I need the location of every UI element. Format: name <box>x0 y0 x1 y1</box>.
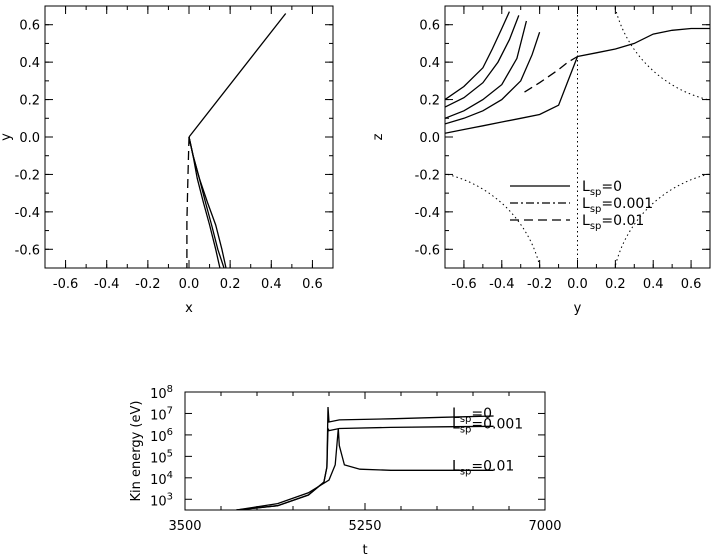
panel-xy-series-5 <box>186 136 190 268</box>
panel-xy-series-2 <box>188 136 225 268</box>
panel-energy-series-3 <box>236 428 494 510</box>
panel-yz-ytick-label: -0.4 <box>415 206 440 221</box>
panel-yz-xlabel: y <box>574 301 582 316</box>
panel-xy-series-4 <box>188 136 227 268</box>
panel-energy-series-label-3: Lsp=0.01 <box>452 458 514 477</box>
panel-xy-ytick-label: -0.2 <box>15 168 40 183</box>
panel-yz-series-7 <box>445 56 579 134</box>
panel-yz-ytick-label: 0.0 <box>419 131 440 146</box>
panel-yz-xtick-label: 0.0 <box>567 277 588 292</box>
panel-yz-xtick-label: -0.6 <box>451 277 476 292</box>
panel-yz-ytick-label: 0.4 <box>419 56 440 71</box>
panel-yz-series-4 <box>445 15 520 108</box>
panel-energy-xtick-label: 7000 <box>528 519 561 534</box>
panel-yz-xtick-label: -0.4 <box>489 277 514 292</box>
panel-energy-series-label-2: Lsp=0.001 <box>452 416 523 435</box>
panel-xy-xtick-label: 0.6 <box>302 277 323 292</box>
panel-energy-ytick-label: 106 <box>150 427 173 445</box>
panel-yz-series-5 <box>445 20 528 119</box>
panel-xy-xtick-label: -0.6 <box>53 277 78 292</box>
panel-yz-xtick-label: 0.6 <box>681 277 702 292</box>
panel-xy-xtick-label: 0.0 <box>179 277 200 292</box>
panel-yz-ylabel: z <box>371 133 386 140</box>
panel-yz-legend-label-1: Lsp=0 <box>582 179 622 198</box>
panel-yz-ytick-label: 0.2 <box>419 94 440 109</box>
panel-yz-series-6 <box>445 31 541 125</box>
panel-energy-xlabel: t <box>362 543 367 557</box>
panel-xy-xlabel: x <box>185 301 193 316</box>
panel-energy-series-label-1: Lsp=0 <box>452 406 492 425</box>
panel-yz-ytick-label: 0.6 <box>419 19 440 34</box>
panel-energy-ytick-label: 105 <box>150 448 173 466</box>
panel-xy-ytick-label: -0.6 <box>15 243 40 258</box>
panel-energy-xtick-label: 3500 <box>168 519 201 534</box>
panel-yz-series-1 <box>577 27 710 58</box>
panel-xy-ytick-label: 0.4 <box>19 56 40 71</box>
panel-yz-series-2 <box>524 55 578 93</box>
panel-xy-ytick-label: 0.2 <box>19 94 40 109</box>
panel-xy-series-1 <box>188 13 287 138</box>
panel-yz-ytick-label: -0.2 <box>415 168 440 183</box>
panel-energy-ylabel: Kin energy (eV) <box>129 401 144 502</box>
panel-yz-legend-label-3: Lsp=0.01 <box>582 213 644 232</box>
panel-yz-xtick-label: 0.4 <box>643 277 664 292</box>
panel-yz-xtick-label: 0.2 <box>605 277 626 292</box>
panel-yz-circle-3 <box>614 6 710 101</box>
panel-energy-xtick-label: 5250 <box>348 519 381 534</box>
panel-yz-ytick-label: -0.6 <box>415 243 440 258</box>
panel-yz-xtick-label: -0.2 <box>527 277 552 292</box>
panel-xy-xtick-label: 0.2 <box>220 277 241 292</box>
panel-xy-ylabel: y <box>0 133 14 141</box>
panel-yz-series-3 <box>445 11 510 101</box>
panel-xy-xtick-label: -0.2 <box>135 277 160 292</box>
panel-xy-xtick-label: 0.4 <box>261 277 282 292</box>
panel-xy-xtick-label: -0.4 <box>94 277 119 292</box>
panel-xy-ytick-label: 0.0 <box>19 131 40 146</box>
panel-energy-series-2 <box>236 425 494 510</box>
panel-xy-ytick-label: -0.4 <box>15 206 40 221</box>
panel-energy-ytick-label: 107 <box>150 405 173 423</box>
panel-xy-ytick-label: 0.6 <box>19 19 40 34</box>
panel-energy-ytick-label: 108 <box>150 384 173 402</box>
panel-energy-ytick-label: 104 <box>150 470 173 488</box>
panel-yz-legend-label-2: Lsp=0.001 <box>582 196 653 215</box>
panel-energy-ytick-label: 103 <box>150 491 173 509</box>
